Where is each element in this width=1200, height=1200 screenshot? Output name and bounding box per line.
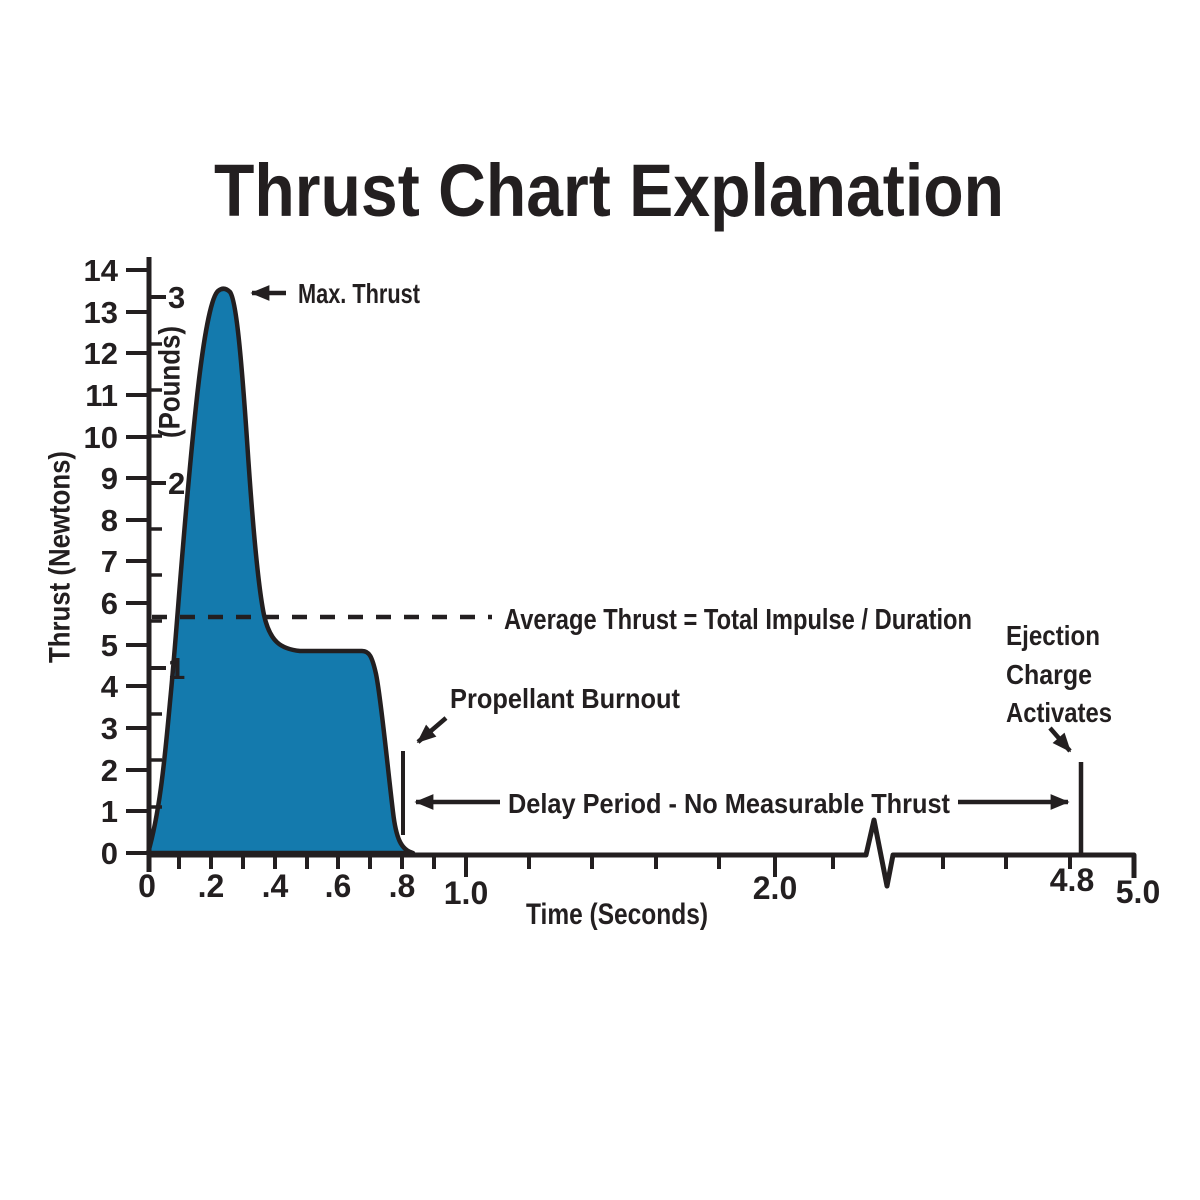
- x-axis-title: Time (Seconds): [526, 898, 708, 931]
- y-axis-pound-labels: 1 2 3: [168, 280, 185, 686]
- y-tick-label: 9: [101, 461, 118, 496]
- x-tick-label: 0: [138, 868, 156, 904]
- propellant-burnout-arrow: [416, 716, 448, 744]
- delay-period-label: Delay Period - No Measurable Thrust: [508, 788, 950, 819]
- y-tick-label: 12: [84, 336, 118, 371]
- y-tick-label: 4: [101, 669, 119, 704]
- y-axis-secondary-title: (Pounds): [154, 326, 187, 438]
- x-tick-label: 4.8: [1050, 862, 1094, 898]
- y-tick-label: 14: [84, 253, 119, 288]
- thrust-curve-area: [145, 286, 416, 856]
- x-tick-label: .2: [198, 868, 225, 904]
- y-tick-label: 3: [101, 711, 118, 746]
- x-tick-label: 5.0: [1116, 874, 1160, 910]
- pound-label-3: 3: [168, 280, 185, 315]
- ejection-charge-label-line2: Charge: [1006, 659, 1092, 690]
- y-tick-label: 0: [101, 836, 118, 871]
- pound-label-2: 2: [168, 466, 185, 501]
- x-tick-label: .8: [389, 868, 416, 904]
- y-axis-newton-labels: 0 1 2 3 4 5 6 7 8 9 10 11 12 13 14: [84, 253, 119, 871]
- y-tick-label: 1: [101, 794, 118, 829]
- y-tick-label: 2: [101, 753, 118, 788]
- y-tick-label: 5: [101, 628, 118, 663]
- y-tick-label: 8: [101, 503, 118, 538]
- average-thrust-label: Average Thrust = Total Impulse / Duratio…: [504, 604, 972, 636]
- y-tick-label: 10: [84, 420, 118, 455]
- x-axis-line-with-break: [147, 817, 1137, 889]
- x-tick-label: 2.0: [753, 870, 797, 906]
- x-tick-label: 1.0: [444, 875, 488, 911]
- pound-label-1: 1: [168, 651, 185, 686]
- x-tick-label: .6: [325, 868, 352, 904]
- x-tick-label: .4: [262, 868, 289, 904]
- y-tick-label: 13: [84, 295, 118, 330]
- chart-title: Thrust Chart Explanation: [214, 149, 1004, 232]
- y-tick-label: 11: [85, 378, 118, 413]
- y-tick-label: 6: [101, 586, 118, 621]
- ejection-charge-label-line3: Activates: [1006, 697, 1112, 728]
- x-axis-labels: 0 .2 .4 .6 .8 1.0 2.0 4.8 5.0: [138, 862, 1160, 911]
- ejection-charge-label-line1: Ejection: [1006, 620, 1100, 651]
- ejection-charge-arrow: [1048, 726, 1072, 753]
- y-axis-newton-ticks: [126, 268, 151, 855]
- x-axis-ticks: [177, 855, 1072, 877]
- y-tick-label: 7: [101, 544, 118, 579]
- propellant-burnout-label: Propellant Burnout: [450, 683, 680, 714]
- max-thrust-label: Max. Thrust: [298, 278, 420, 309]
- y-axis-pound-ticks: [150, 295, 166, 809]
- y-axis-title: Thrust (Newtons): [44, 451, 77, 663]
